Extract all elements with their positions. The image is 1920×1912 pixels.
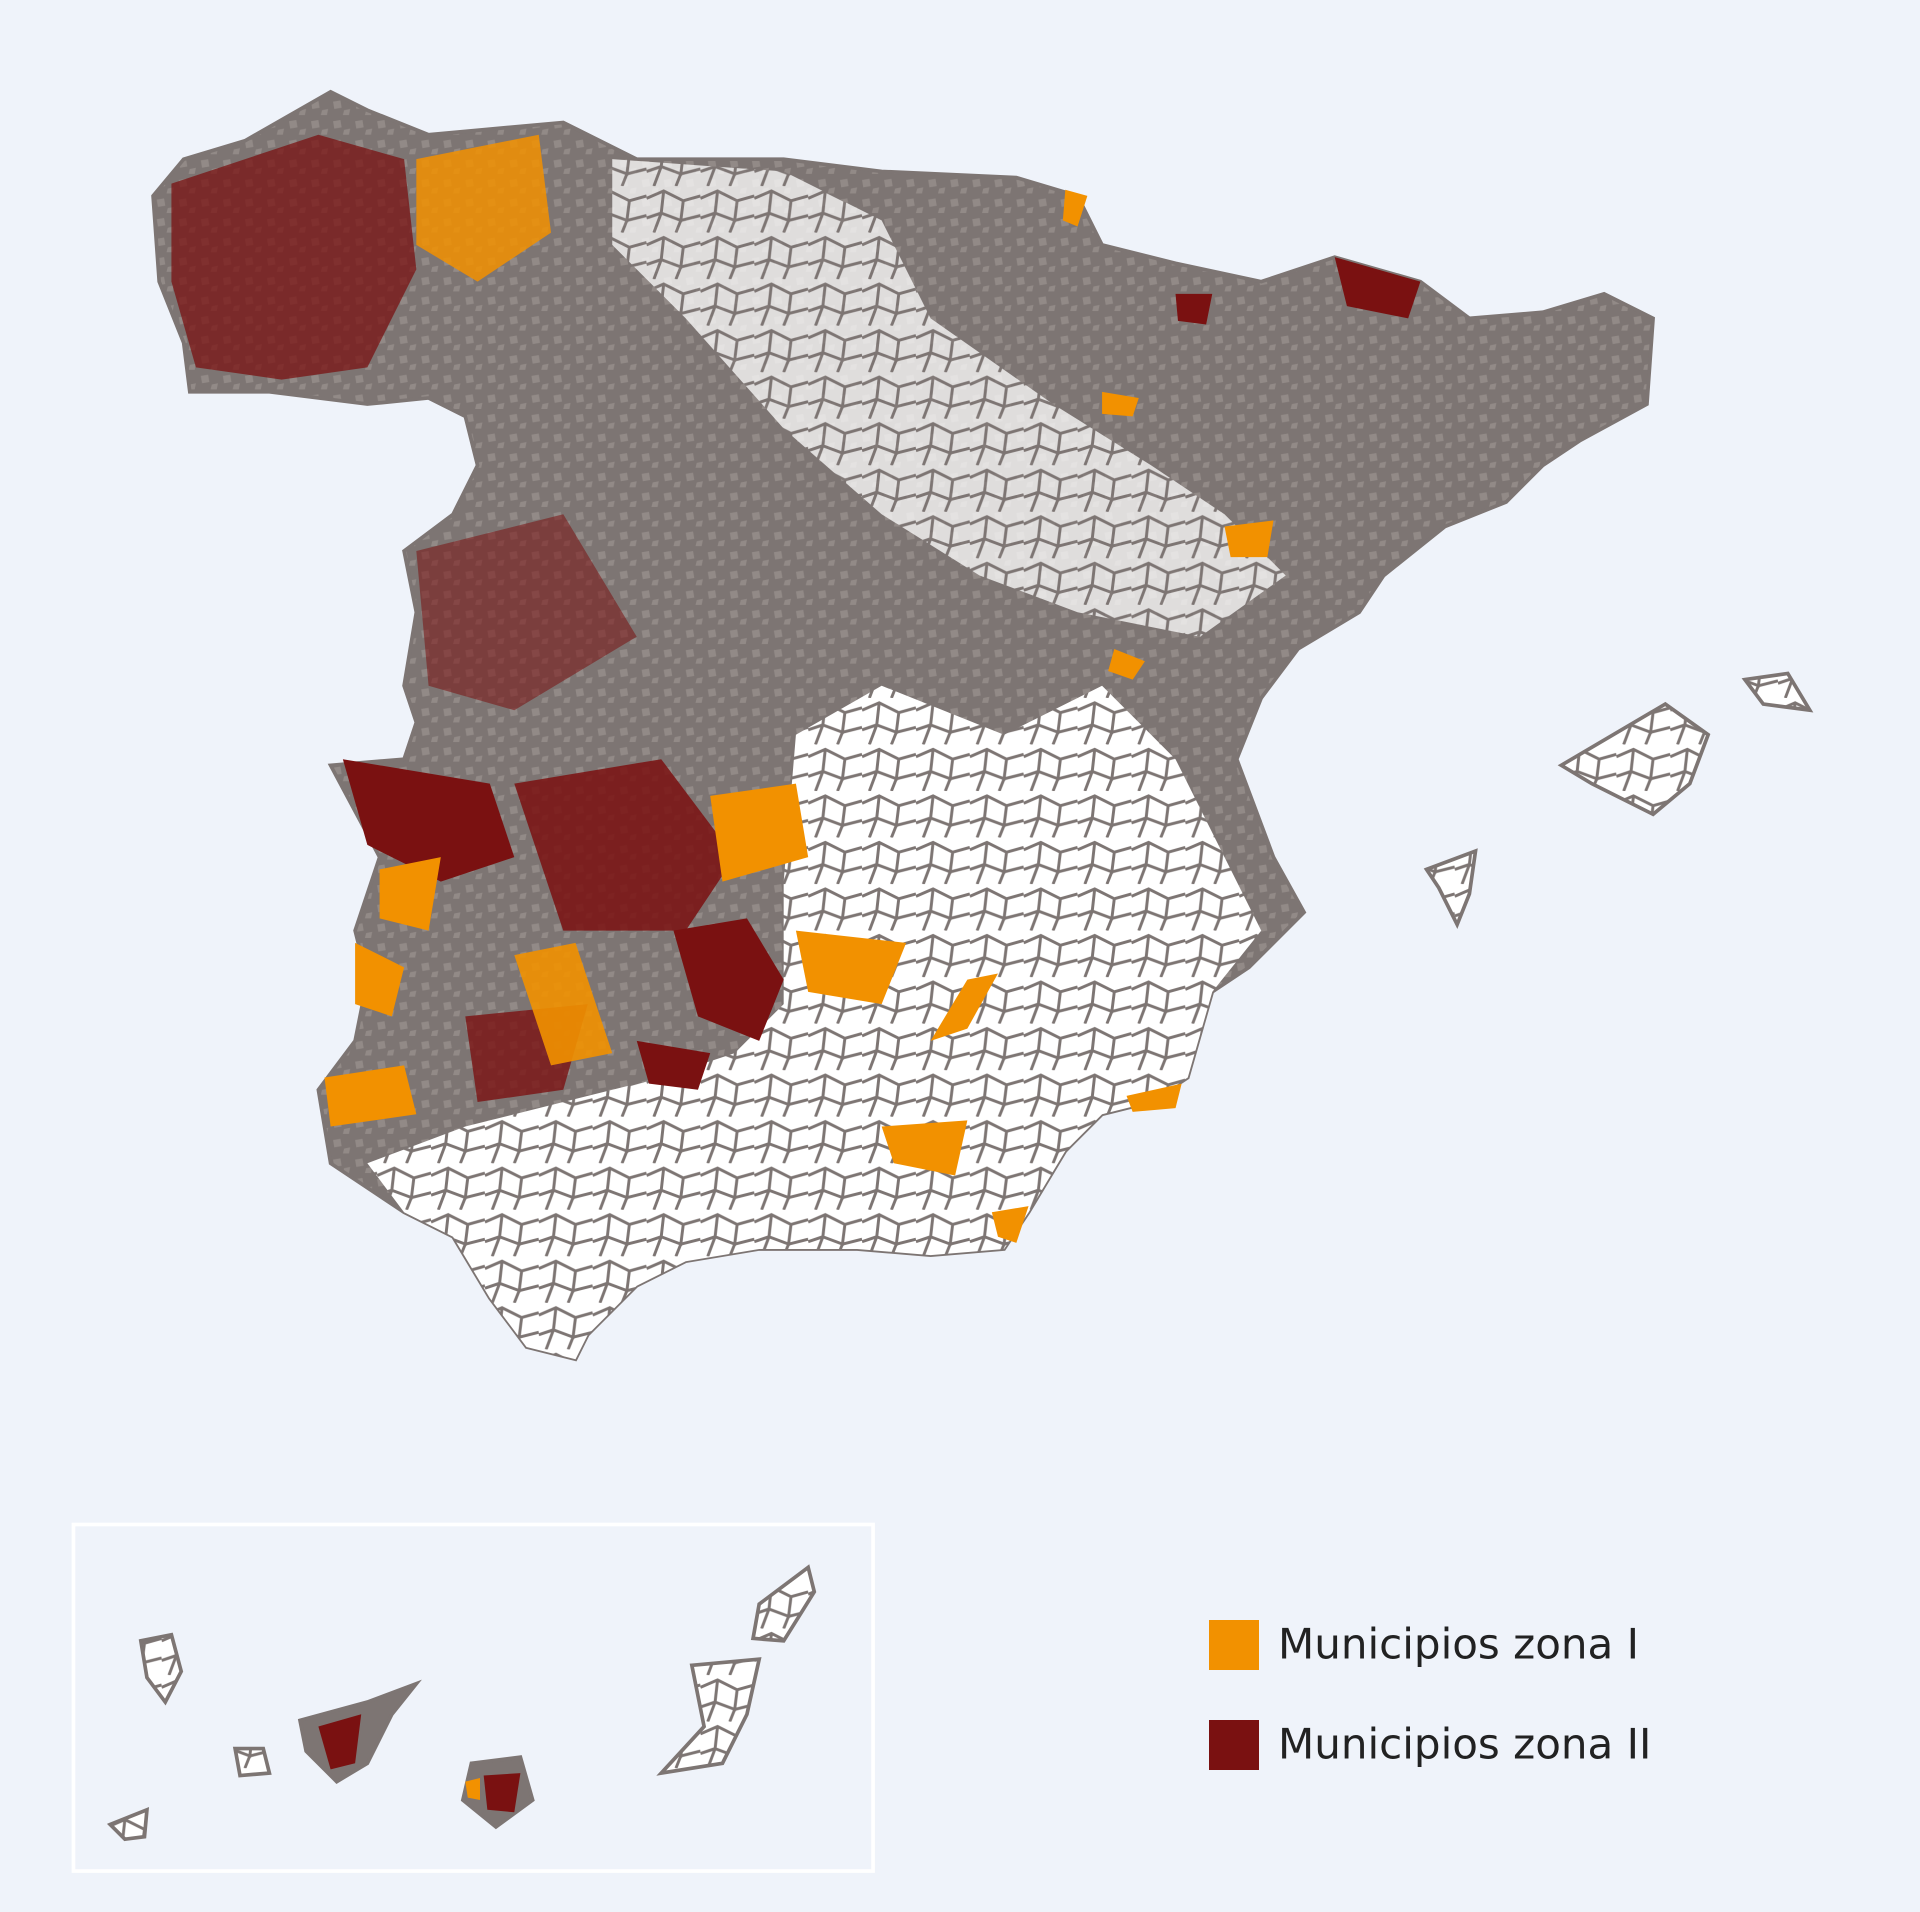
zone-i-area xyxy=(379,857,441,931)
zone-i-area xyxy=(930,973,998,1041)
mallorca xyxy=(1557,701,1711,817)
zone-ii-area xyxy=(483,1773,521,1813)
el-hierro xyxy=(106,1806,150,1842)
zone-ii-area xyxy=(636,1040,711,1090)
zone-ii-area xyxy=(416,514,637,711)
legend-label: Municipios zona II xyxy=(1278,1720,1651,1769)
zone-ii-area xyxy=(1175,293,1213,325)
canarias xyxy=(106,1564,817,1842)
zone-ii-area xyxy=(673,918,784,1041)
zone-ii-area xyxy=(342,759,515,882)
zone-ii-area xyxy=(514,759,735,931)
zone-i-area xyxy=(1062,189,1088,227)
menorca xyxy=(1741,671,1814,713)
zone-i-area xyxy=(465,1777,481,1801)
sparse-region-south-east xyxy=(367,685,1262,1360)
zone-i-area xyxy=(795,930,907,1005)
zone-i-area xyxy=(1224,520,1274,558)
zone-ii-area xyxy=(171,134,417,380)
zone-i-area xyxy=(710,783,809,882)
zone-ii-area xyxy=(1334,257,1421,319)
sparse-region-north-east xyxy=(612,159,1286,637)
zone-i-area xyxy=(1108,648,1145,680)
zone-i-area xyxy=(1102,391,1139,417)
legend-swatch xyxy=(1209,1720,1259,1770)
zone-i-area xyxy=(355,942,405,1017)
canarias-inset-frame xyxy=(71,1522,875,1873)
zone-ii-area xyxy=(318,1714,362,1770)
fuerteventura xyxy=(656,1657,762,1776)
zone-blobs xyxy=(171,134,1421,1243)
zone-i-area xyxy=(514,942,613,1066)
legend: Municipios zona I Municipios zona II xyxy=(1209,1620,1651,1770)
zone-i-area xyxy=(324,1065,417,1127)
ibiza xyxy=(1423,848,1478,929)
legend-swatch xyxy=(1209,1620,1259,1670)
lanzarote xyxy=(750,1564,817,1643)
zone-i-area xyxy=(416,134,552,282)
zone-i-area xyxy=(1126,1083,1182,1112)
canarias-zones xyxy=(318,1714,521,1813)
la-gomera xyxy=(232,1746,272,1778)
la-palma xyxy=(138,1632,184,1706)
legend-label: Municipios zona I xyxy=(1278,1620,1639,1669)
zone-i-area xyxy=(881,1120,968,1176)
map xyxy=(71,89,1814,1873)
